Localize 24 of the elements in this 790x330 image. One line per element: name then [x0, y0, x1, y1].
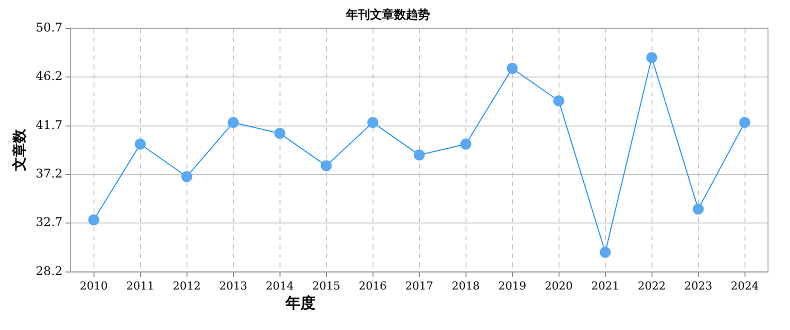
x-tick-label: 2024: [730, 279, 759, 292]
x-tick-label: 2015: [312, 279, 340, 292]
chart-title: 年刊文章数趋势: [345, 7, 430, 22]
x-axis-title: 年度: [284, 294, 316, 312]
y-axis-title: 文章数: [11, 128, 28, 172]
y-tick-label: 50.7: [36, 20, 63, 35]
x-tick-label: 2023: [684, 279, 712, 292]
y-tick-label: 28.2: [36, 264, 63, 278]
x-tick-label: 2020: [544, 279, 573, 292]
x-tick-label: 2022: [638, 279, 666, 292]
x-tick-label: 2010: [80, 279, 108, 292]
x-tick-label: 2012: [172, 279, 201, 292]
y-tick-label: 46.2: [36, 69, 63, 84]
x-tick-label: 2021: [591, 279, 620, 292]
x-tick-label: 2018: [452, 279, 480, 292]
x-tick-label: 2013: [219, 279, 248, 292]
y-tick-label: 37.2: [36, 166, 63, 181]
x-tick-label: 2014: [266, 279, 294, 292]
x-tick-label: 2019: [498, 279, 526, 292]
y-tick-label: 41.7: [36, 118, 63, 132]
y-tick-label: 32.7: [36, 215, 63, 230]
x-tick-label: 2017: [405, 279, 434, 292]
x-tick-label: 2011: [126, 279, 154, 292]
x-tick-label: 2016: [358, 279, 387, 292]
